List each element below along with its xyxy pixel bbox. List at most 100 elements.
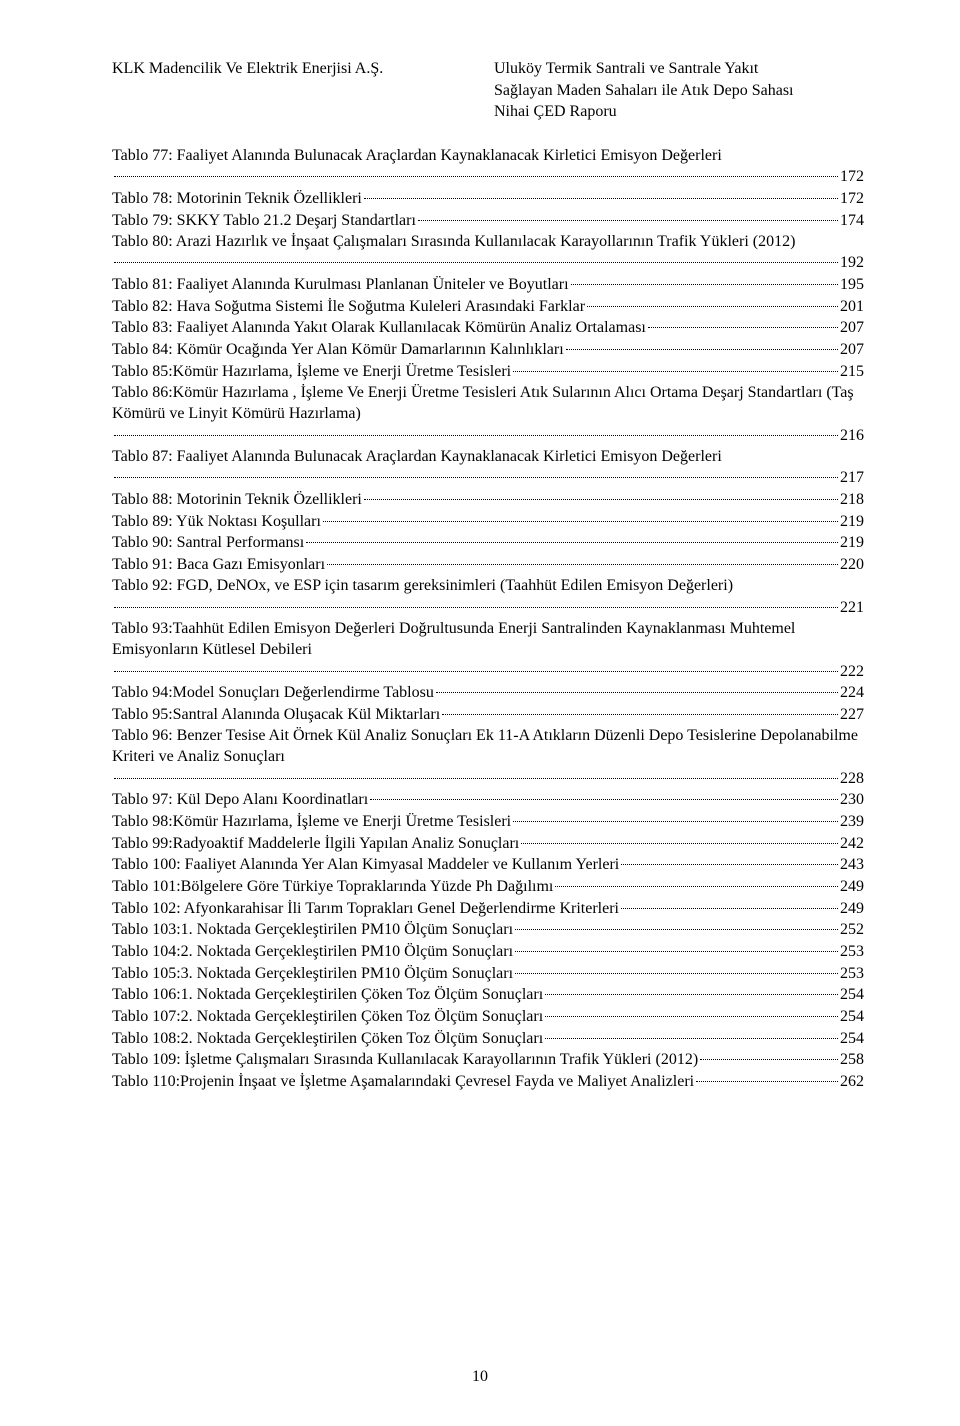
toc-leader — [571, 270, 838, 285]
toc-leader — [621, 893, 838, 908]
toc-entry-text: Tablo 95:Santral Alanında Oluşacak Kül M… — [112, 704, 440, 725]
toc-page-number: 254 — [840, 1028, 864, 1049]
toc-leader — [114, 763, 838, 778]
toc-leader — [515, 915, 838, 930]
toc-page-number: 224 — [840, 682, 864, 703]
toc-page-number: 219 — [840, 511, 864, 532]
toc-leader — [114, 656, 838, 671]
toc-page-number: 221 — [840, 597, 864, 618]
toc-leader — [418, 205, 838, 220]
toc-leader — [700, 1045, 838, 1060]
toc-entry-text: Tablo 106:1. Noktada Gerçekleştirilen Çö… — [112, 984, 543, 1005]
toc-page-number: 215 — [840, 361, 864, 382]
toc-leader — [648, 313, 838, 328]
toc-entry: Tablo 110:Projenin İnşaat ve İşletme Aşa… — [112, 1071, 864, 1093]
toc-page-number: 242 — [840, 833, 864, 854]
toc-page-number: 207 — [840, 317, 864, 338]
toc-entry-text: Tablo 109: İşletme Çalışmaları Sırasında… — [112, 1049, 698, 1070]
toc-leader — [566, 335, 838, 350]
page-number: 10 — [472, 1368, 488, 1386]
toc-entry-text: Tablo 108:2. Noktada Gerçekleştirilen Çö… — [112, 1028, 543, 1049]
toc-entry-text: Tablo 103:1. Noktada Gerçekleştirilen PM… — [112, 919, 513, 940]
toc-page-number: 222 — [840, 661, 864, 682]
toc-leader — [515, 958, 838, 973]
toc-entry-text: Tablo 100: Faaliyet Alanında Yer Alan Ki… — [112, 854, 619, 875]
toc-page-number: 195 — [840, 274, 864, 295]
toc-leader — [442, 699, 838, 714]
toc-page-number: 262 — [840, 1071, 864, 1092]
toc-entry-text: Tablo 105:3. Noktada Gerçekleştirilen PM… — [112, 963, 513, 984]
toc-entry-text: Tablo 94:Model Sonuçları Değerlendirme T… — [112, 682, 434, 703]
toc-entry-text: Tablo 101:Bölgelere Göre Türkiye Toprakl… — [112, 876, 553, 897]
header-project-line: Nihai ÇED Raporu — [494, 101, 864, 123]
toc-leader — [436, 678, 838, 693]
toc-entry-text: Tablo 81: Faaliyet Alanında Kurulması Pl… — [112, 274, 569, 295]
toc-page-number: 220 — [840, 554, 864, 575]
toc-leader — [114, 592, 838, 607]
toc-page-number: 253 — [840, 963, 864, 984]
toc-page-number: 258 — [840, 1049, 864, 1070]
toc-page-number: 174 — [840, 210, 864, 231]
toc-leader — [114, 463, 838, 478]
toc-page-number: 172 — [840, 166, 864, 187]
toc-leader — [114, 420, 838, 435]
toc-leader — [545, 980, 838, 995]
header-project: Uluköy Termik Santrali ve Santrale Yakıt… — [494, 58, 864, 123]
toc-entry: Tablo 95:Santral Alanında Oluşacak Kül M… — [112, 703, 864, 725]
toc-page-number: 254 — [840, 1006, 864, 1027]
toc-entry-tail: 221 — [112, 596, 864, 618]
toc-leader — [114, 248, 838, 263]
toc-leader — [555, 872, 838, 887]
toc-leader — [696, 1067, 838, 1082]
toc-entry: Tablo 79: SKKY Tablo 21.2 Deşarj Standar… — [112, 209, 864, 231]
toc-page-number: 192 — [840, 252, 864, 273]
toc-page-number: 239 — [840, 811, 864, 832]
toc-entry: Tablo 91: Baca Gazı Emisyonları 220 — [112, 554, 864, 576]
toc-page-number: 254 — [840, 984, 864, 1005]
toc-leader — [521, 828, 838, 843]
toc-entry-text: Tablo 91: Baca Gazı Emisyonları — [112, 554, 325, 575]
toc-leader — [327, 550, 838, 565]
toc-leader — [370, 785, 838, 800]
toc-page-number: 172 — [840, 188, 864, 209]
toc-leader — [587, 291, 838, 306]
toc-page-number: 249 — [840, 898, 864, 919]
toc-entry-text: Tablo 82: Hava Soğutma Sistemi İle Soğut… — [112, 296, 585, 317]
toc-leader — [323, 506, 838, 521]
toc-leader — [545, 1002, 838, 1017]
header-company: KLK Madencilik Ve Elektrik Enerjisi A.Ş. — [112, 58, 383, 123]
toc-leader — [515, 937, 838, 952]
toc-entry-text: Tablo 84: Kömür Ocağında Yer Alan Kömür … — [112, 339, 564, 360]
table-of-contents: Tablo 77: Faaliyet Alanında Bulunacak Ar… — [112, 145, 864, 1092]
toc-page-number: 228 — [840, 768, 864, 789]
toc-page-number: 201 — [840, 296, 864, 317]
toc-entry-text: Tablo 110:Projenin İnşaat ve İşletme Aşa… — [112, 1071, 694, 1092]
toc-entry-text: Tablo 90: Santral Performansı — [112, 532, 304, 553]
toc-entry-tail: 216 — [112, 424, 864, 446]
toc-leader — [513, 356, 838, 371]
toc-entry-text: Tablo 79: SKKY Tablo 21.2 Deşarj Standar… — [112, 210, 416, 231]
toc-leader — [364, 485, 838, 500]
header-project-line: Uluköy Termik Santrali ve Santrale Yakıt — [494, 58, 864, 80]
toc-page-number: 252 — [840, 919, 864, 940]
toc-entry-text: Tablo 107:2. Noktada Gerçekleştirilen Çö… — [112, 1006, 543, 1027]
toc-leader — [306, 528, 838, 543]
toc-entry-text: Tablo 89: Yük Noktası Koşulları — [112, 511, 321, 532]
toc-page-number: 249 — [840, 876, 864, 897]
toc-page-number: 217 — [840, 467, 864, 488]
toc-leader — [545, 1023, 838, 1038]
toc-entry-text: Tablo 85:Kömür Hazırlama, İşleme ve Ener… — [112, 361, 511, 382]
header-project-line: Sağlayan Maden Sahaları ile Atık Depo Sa… — [494, 80, 864, 102]
toc-leader — [621, 850, 838, 865]
toc-entry: Tablo 86:Kömür Hazırlama , İşleme Ve Ene… — [112, 382, 864, 424]
toc-page-number: 253 — [840, 941, 864, 962]
toc-leader — [114, 162, 838, 177]
toc-page-number: 218 — [840, 489, 864, 510]
toc-entry-text: Tablo 97: Kül Depo Alanı Koordinatları — [112, 789, 368, 810]
toc-page-number: 230 — [840, 789, 864, 810]
toc-page-number: 243 — [840, 854, 864, 875]
toc-leader — [513, 807, 838, 822]
toc-entry: Tablo 85:Kömür Hazırlama, İşleme ve Ener… — [112, 360, 864, 382]
toc-entry-text: Tablo 104:2. Noktada Gerçekleştirilen PM… — [112, 941, 513, 962]
toc-entry-text: Tablo 98:Kömür Hazırlama, İşleme ve Ener… — [112, 811, 511, 832]
